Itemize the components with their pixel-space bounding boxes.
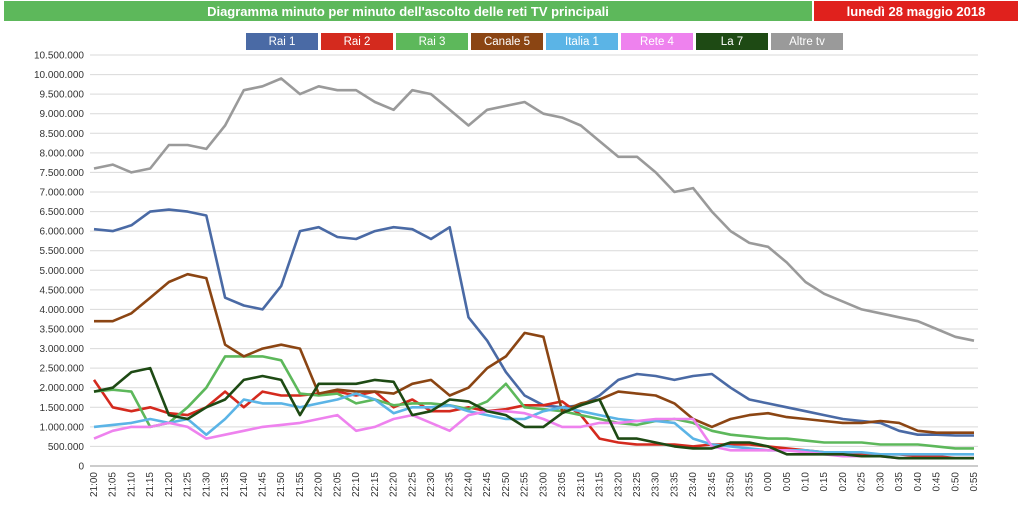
- x-tick-label: 22:50: [501, 472, 512, 497]
- legend-item-italia-1: Italia 1: [546, 33, 618, 50]
- x-tick-label: 0:35: [894, 472, 905, 492]
- x-tick-label: 23:15: [595, 472, 606, 497]
- y-tick-label: 8.500.000: [40, 129, 85, 140]
- x-tick-label: 22:35: [445, 472, 456, 497]
- y-tick-label: 5.500.000: [40, 246, 85, 257]
- y-tick-label: 1.500.000: [40, 403, 85, 414]
- y-tick-label: 7.500.000: [40, 168, 85, 179]
- x-tick-label: 22:00: [314, 472, 325, 497]
- x-tick-label: 0:50: [950, 472, 961, 492]
- x-tick-label: 23:30: [651, 472, 662, 497]
- x-tick-label: 22:40: [463, 472, 474, 497]
- legend-item-la-7: La 7: [696, 33, 768, 50]
- y-tick-label: 2.500.000: [40, 364, 85, 375]
- x-tick-label: 23:50: [726, 472, 737, 497]
- y-tick-label: 9.500.000: [40, 90, 85, 101]
- x-tick-label: 21:00: [89, 472, 100, 497]
- x-tick-label: 23:40: [688, 472, 699, 497]
- x-tick-label: 0:15: [819, 472, 830, 492]
- chart-legend: Rai 1 Rai 2 Rai 3 Canale 5 Italia 1 Rete 4 La …: [246, 33, 846, 50]
- x-tick-label: 23:00: [538, 472, 549, 497]
- y-tick-label: 9.000.000: [40, 109, 85, 120]
- x-tick-label: 22:15: [370, 472, 381, 497]
- y-tick-label: 4.000.000: [40, 305, 85, 316]
- x-tick-label: 21:05: [108, 472, 119, 497]
- x-tick-label: 22:45: [482, 472, 493, 497]
- y-tick-label: 0: [78, 462, 84, 473]
- x-tick-label: 23:45: [707, 472, 718, 497]
- y-tick-label: 7.000.000: [40, 188, 85, 199]
- x-tick-label: 23:05: [557, 472, 568, 497]
- y-tick-label: 500.000: [48, 442, 85, 453]
- x-tick-label: 21:55: [295, 472, 306, 497]
- x-tick-label: 0:30: [875, 472, 886, 492]
- x-tick-label: 21:50: [276, 472, 287, 497]
- x-tick-label: 21:15: [145, 472, 156, 497]
- series-line-altre-tv: [93, 77, 975, 342]
- x-tick-label: 21:30: [201, 472, 212, 497]
- x-tick-label: 22:05: [332, 472, 343, 497]
- x-tick-label: 21:20: [164, 472, 175, 497]
- series-line-rai-1: [93, 208, 974, 437]
- x-tick-label: 0:40: [913, 472, 924, 492]
- x-tick-label: 0:00: [763, 472, 774, 492]
- x-tick-label: 22:25: [407, 472, 418, 497]
- date-label: lunedì 28 maggio 2018: [814, 1, 1018, 21]
- x-tick-label: 21:45: [258, 472, 269, 497]
- y-tick-label: 5.000.000: [40, 266, 85, 277]
- x-tick-label: 22:30: [426, 472, 437, 497]
- series-line-canale-5: [94, 272, 974, 435]
- x-tick-label: 0:05: [782, 472, 793, 492]
- y-tick-label: 3.000.000: [40, 344, 85, 355]
- y-tick-label: 3.500.000: [40, 325, 85, 336]
- legend-item-rete-4: Rete 4: [621, 33, 693, 50]
- legend-item-rai-3: Rai 3: [396, 33, 468, 50]
- x-tick-label: 0:20: [838, 472, 849, 492]
- y-tick-label: 10.000.000: [34, 70, 84, 81]
- x-tick-label: 23:35: [669, 472, 680, 497]
- x-tick-label: 21:35: [220, 472, 231, 497]
- legend-item-rai-2: Rai 2: [321, 33, 393, 50]
- x-tick-label: 0:10: [800, 472, 811, 492]
- x-tick-label: 0:25: [857, 472, 868, 492]
- y-tick-label: 1.000.000: [40, 422, 85, 433]
- x-axis: 21:00 21:05 21:10 21:15 21:20 21:25 21:30 21:35…: [89, 465, 980, 497]
- x-tick-label: 22:20: [389, 472, 400, 497]
- x-tick-label: 22:55: [520, 472, 531, 497]
- x-tick-label: 21:40: [239, 472, 250, 497]
- series-lines: [92, 77, 975, 460]
- y-tick-label: 8.000.000: [40, 148, 85, 159]
- y-axis: 0 500.000 1.000.000 1.500.000 2.000.000 2.500…: [34, 51, 85, 473]
- x-tick-label: 23:55: [744, 472, 755, 497]
- y-tick-label: 4.500.000: [40, 285, 85, 296]
- x-tick-label: 0:45: [932, 472, 943, 492]
- legend-item-rai-1: Rai 1: [246, 33, 318, 50]
- series-line-la-7: [93, 366, 974, 460]
- y-tick-label: 10.500.000: [34, 51, 84, 62]
- y-tick-label: 2.000.000: [40, 383, 85, 394]
- x-tick-label: 23:10: [576, 472, 587, 497]
- chart-title: Diagramma minuto per minuto dell'ascolto…: [4, 1, 812, 21]
- x-tick-label: 23:25: [632, 472, 643, 497]
- x-tick-label: 22:10: [351, 472, 362, 497]
- x-tick-label: 21:25: [183, 472, 194, 497]
- x-tick-label: 21:10: [126, 472, 137, 497]
- legend-item-altre-tv: Altre tv: [771, 33, 843, 50]
- x-tick-label: 0:55: [969, 472, 980, 492]
- x-tick-label: 23:20: [613, 472, 624, 497]
- legend-item-canale-5: Canale 5: [471, 33, 543, 50]
- y-tick-label: 6.000.000: [40, 227, 85, 238]
- series-line-rai-3: [93, 355, 974, 450]
- y-tick-label: 6.500.000: [40, 207, 85, 218]
